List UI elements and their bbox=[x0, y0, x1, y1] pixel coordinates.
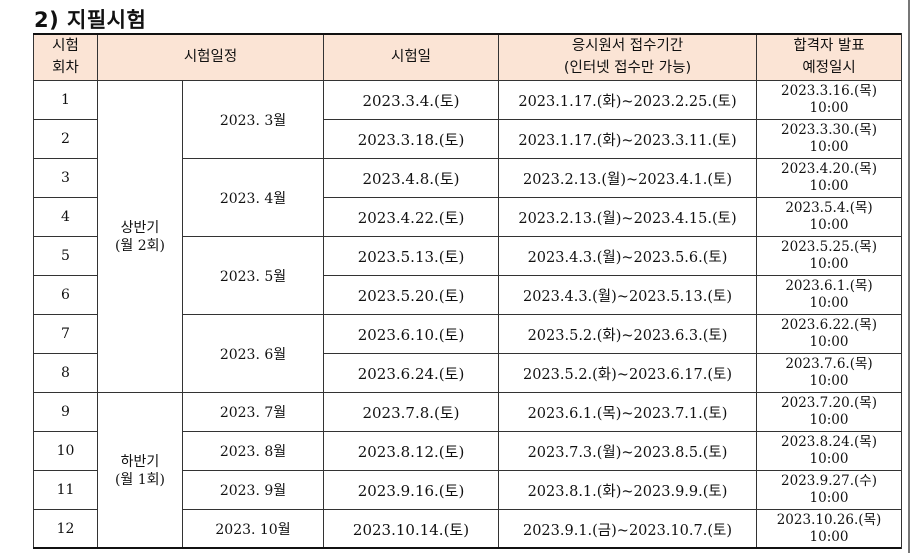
application-period: 2023.1.17.(화)~2023.2.25.(토) bbox=[498, 80, 757, 120]
exam-date: 2023.5.13.(토) bbox=[323, 236, 499, 276]
month-cell: 2023. 7월 bbox=[182, 392, 324, 432]
exam-date: 2023.6.10.(토) bbox=[323, 314, 499, 354]
page-edge-divider bbox=[908, 0, 910, 553]
announcement-datetime: 2023.6.22.(목) 10:00 bbox=[756, 314, 902, 354]
exam-date: 2023.3.18.(토) bbox=[323, 119, 499, 159]
exam-date: 2023.8.12.(토) bbox=[323, 431, 499, 471]
announcement-datetime: 2023.4.20.(목) 10:00 bbox=[756, 158, 902, 198]
announcement-datetime: 2023.8.24.(목) 10:00 bbox=[756, 431, 902, 471]
round-number: 9 bbox=[33, 392, 98, 432]
round-number: 8 bbox=[33, 353, 98, 393]
exam-date: 2023.3.4.(토) bbox=[323, 80, 499, 120]
table-row: 5 2023. 5월 2023.5.13.(토) 2023.4.3.(월)~20… bbox=[33, 236, 902, 315]
month-cell: 2023. 3월 bbox=[182, 80, 324, 159]
application-period: 2023.2.13.(월)~2023.4.1.(토) bbox=[498, 158, 757, 198]
round-number: 7 bbox=[33, 314, 98, 354]
round-number: 10 bbox=[33, 431, 98, 471]
month-cell: 2023. 8월 bbox=[182, 431, 324, 471]
exam-schedule-table-wrapper: 시험 회차 시험일정 시험일 응시원서 접수기간 (인터넷 접수만 가능) 합격자 … bbox=[33, 33, 902, 549]
round-number: 3 bbox=[33, 158, 98, 198]
application-period: 2023.8.1.(화)~2023.9.9.(토) bbox=[498, 470, 757, 510]
round-number: 6 bbox=[33, 275, 98, 315]
exam-date: 2023.9.16.(토) bbox=[323, 470, 499, 510]
half-year-first: 상반기 (월 2회) bbox=[97, 80, 183, 393]
announcement-datetime: 2023.3.16.(목) 10:00 bbox=[756, 80, 902, 120]
application-period: 2023.5.2.(화)~2023.6.17.(토) bbox=[498, 353, 757, 393]
exam-date: 2023.7.8.(토) bbox=[323, 392, 499, 432]
exam-date: 2023.10.14.(토) bbox=[323, 509, 499, 549]
application-period: 2023.5.2.(화)~2023.6.3.(토) bbox=[498, 314, 757, 354]
announcement-datetime: 2023.10.26.(목) 10:00 bbox=[756, 509, 902, 549]
exam-date: 2023.4.22.(토) bbox=[323, 197, 499, 237]
round-number: 5 bbox=[33, 236, 98, 276]
application-period: 2023.1.17.(화)~2023.3.11.(토) bbox=[498, 119, 757, 159]
exam-date: 2023.4.8.(토) bbox=[323, 158, 499, 198]
month-cell: 2023. 9월 bbox=[182, 470, 324, 510]
application-period: 2023.2.13.(월)~2023.4.15.(토) bbox=[498, 197, 757, 237]
table-bottom-rule bbox=[33, 547, 901, 549]
table-header-row: 시험 회차 시험일정 시험일 응시원서 접수기간 (인터넷 접수만 가능) 합격자 … bbox=[33, 33, 902, 81]
table-row: 12 2023. 10월 2023.10.14.(토) 2023.9.1.(금)… bbox=[33, 509, 902, 549]
round-number: 11 bbox=[33, 470, 98, 510]
table-row: 9 하반기 (월 1회) 2023. 7월 2023.7.8.(토) 2023.6… bbox=[33, 392, 902, 549]
announcement-datetime: 2023.3.30.(목) 10:00 bbox=[756, 119, 902, 159]
announcement-datetime: 2023.7.6.(목) 10:00 bbox=[756, 353, 902, 393]
month-cell: 2023. 5월 bbox=[182, 236, 324, 315]
header-round: 시험 회차 bbox=[33, 33, 98, 81]
application-period: 2023.4.3.(월)~2023.5.6.(토) bbox=[498, 236, 757, 276]
round-number: 1 bbox=[33, 80, 98, 120]
table-top-rule bbox=[33, 33, 901, 35]
header-exam-date: 시험일 bbox=[323, 33, 499, 81]
half-year-second: 하반기 (월 1회) bbox=[97, 392, 183, 549]
header-schedule: 시험일정 bbox=[97, 33, 324, 81]
section-title: 2) 지필시험 bbox=[34, 8, 147, 32]
exam-date: 2023.6.24.(토) bbox=[323, 353, 499, 393]
table-row: 2 2023.3.18.(토) 2023.1.17.(화)~2023.3.11.… bbox=[33, 119, 902, 159]
table-row: 1 상반기 (월 2회) 2023. 3월 2023.3.4.(토) 2023.1… bbox=[33, 80, 902, 393]
header-announcement: 합격자 발표 예정일시 bbox=[756, 33, 902, 81]
application-period: 2023.9.1.(금)~2023.10.7.(토) bbox=[498, 509, 757, 549]
table-row: 3 2023. 4월 2023.4.8.(토) 2023.2.13.(월)~20… bbox=[33, 158, 902, 237]
header-application-period: 응시원서 접수기간 (인터넷 접수만 가능) bbox=[498, 33, 757, 81]
application-period: 2023.4.3.(월)~2023.5.13.(토) bbox=[498, 275, 757, 315]
application-period: 2023.7.3.(월)~2023.8.5.(토) bbox=[498, 431, 757, 471]
month-cell: 2023. 4월 bbox=[182, 158, 324, 237]
announcement-datetime: 2023.5.25.(목) 10:00 bbox=[756, 236, 902, 276]
table-row: 6 2023.5.20.(토) 2023.4.3.(월)~2023.5.13.(… bbox=[33, 275, 902, 315]
announcement-datetime: 2023.6.1.(목) 10:00 bbox=[756, 275, 902, 315]
announcement-datetime: 2023.7.20.(목) 10:00 bbox=[756, 392, 902, 432]
round-number: 2 bbox=[33, 119, 98, 159]
round-number: 12 bbox=[33, 509, 98, 549]
announcement-datetime: 2023.5.4.(목) 10:00 bbox=[756, 197, 902, 237]
round-number: 4 bbox=[33, 197, 98, 237]
table-row: 7 2023. 6월 2023.6.10.(토) 2023.5.2.(화)~20… bbox=[33, 314, 902, 393]
month-cell: 2023. 10월 bbox=[182, 509, 324, 549]
table-row: 11 2023. 9월 2023.9.16.(토) 2023.8.1.(화)~2… bbox=[33, 470, 902, 510]
announcement-datetime: 2023.9.27.(수) 10:00 bbox=[756, 470, 902, 510]
exam-date: 2023.5.20.(토) bbox=[323, 275, 499, 315]
month-cell: 2023. 6월 bbox=[182, 314, 324, 393]
exam-schedule-table: 시험 회차 시험일정 시험일 응시원서 접수기간 (인터넷 접수만 가능) 합격자 … bbox=[33, 33, 902, 549]
application-period: 2023.6.1.(목)~2023.7.1.(토) bbox=[498, 392, 757, 432]
